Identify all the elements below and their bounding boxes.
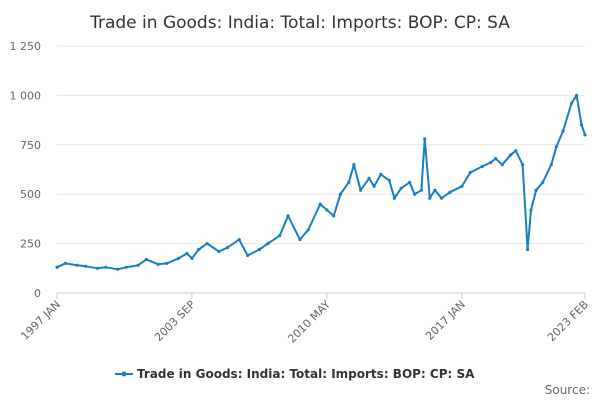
data-point[interactable] xyxy=(399,186,403,190)
chart-title: Trade in Goods: India: Total: Imports: B… xyxy=(89,13,510,33)
data-point[interactable] xyxy=(413,192,417,196)
data-point[interactable] xyxy=(306,228,310,232)
data-point[interactable] xyxy=(286,214,290,218)
data-point[interactable] xyxy=(440,196,444,200)
data-point[interactable] xyxy=(494,157,498,161)
data-point[interactable] xyxy=(237,238,241,242)
legend[interactable]: Trade in Goods: India: Total: Imports: B… xyxy=(115,367,475,381)
data-point[interactable] xyxy=(468,170,472,175)
data-point[interactable] xyxy=(205,242,209,246)
y-tick-label: 500 xyxy=(20,188,41,201)
y-axis-ticks: 0 250 500 750 1 000 1 250 xyxy=(10,40,42,300)
data-point[interactable] xyxy=(529,208,533,212)
source-label: Source: xyxy=(545,383,590,397)
grid-layer xyxy=(57,45,585,245)
data-point[interactable] xyxy=(325,208,329,212)
data-point[interactable] xyxy=(359,188,363,192)
data-point[interactable] xyxy=(144,257,148,261)
data-point[interactable] xyxy=(246,253,250,258)
data-point[interactable] xyxy=(55,265,59,269)
data-point[interactable] xyxy=(347,180,351,184)
y-tick-label: 1 000 xyxy=(10,89,42,102)
data-point[interactable] xyxy=(575,93,579,97)
y-tick-label: 250 xyxy=(20,238,41,251)
data-point[interactable] xyxy=(372,184,376,188)
data-point[interactable] xyxy=(75,263,79,267)
data-point[interactable] xyxy=(84,264,88,268)
data-point[interactable] xyxy=(433,188,437,192)
data-point[interactable] xyxy=(124,265,128,269)
data-point[interactable] xyxy=(583,133,587,137)
data-point[interactable] xyxy=(63,261,67,265)
data-point[interactable] xyxy=(554,145,558,149)
data-point[interactable] xyxy=(423,137,427,141)
data-point[interactable] xyxy=(514,149,518,153)
series-layer xyxy=(55,93,587,271)
data-point[interactable] xyxy=(541,180,545,184)
legend-label: Trade in Goods: India: Total: Imports: B… xyxy=(137,367,475,381)
data-point[interactable] xyxy=(549,163,553,167)
data-point[interactable] xyxy=(387,178,391,182)
data-point[interactable] xyxy=(298,238,302,242)
data-point[interactable] xyxy=(278,234,282,238)
data-point[interactable] xyxy=(116,267,120,271)
data-point[interactable] xyxy=(448,190,452,194)
data-point[interactable] xyxy=(500,163,504,167)
data-point[interactable] xyxy=(185,251,189,256)
legend-swatch-marker xyxy=(121,371,127,377)
data-point[interactable] xyxy=(428,196,432,200)
x-tick-label: 2003 SEP xyxy=(152,298,198,344)
data-point[interactable] xyxy=(190,256,194,260)
data-point[interactable] xyxy=(225,246,229,250)
data-point[interactable] xyxy=(460,184,464,188)
data-point[interactable] xyxy=(419,188,423,192)
data-point[interactable] xyxy=(165,261,169,265)
x-tick-label: 2010 MAY xyxy=(285,298,333,346)
data-point[interactable] xyxy=(580,123,584,127)
data-point[interactable] xyxy=(266,242,270,246)
y-tick-label: 750 xyxy=(20,139,41,152)
data-point[interactable] xyxy=(379,172,383,176)
data-point[interactable] xyxy=(332,214,336,218)
x-tick-label: 1997 JAN xyxy=(18,298,63,343)
y-tick-label: 1 250 xyxy=(10,40,42,53)
data-point[interactable] xyxy=(488,161,493,165)
data-point[interactable] xyxy=(561,129,565,133)
data-point[interactable] xyxy=(367,176,371,180)
data-point[interactable] xyxy=(521,163,525,167)
series-line[interactable] xyxy=(56,94,586,271)
data-point[interactable] xyxy=(176,256,181,260)
data-point[interactable] xyxy=(392,196,396,200)
data-point[interactable] xyxy=(217,249,221,254)
data-point[interactable] xyxy=(352,163,356,167)
x-tick-label: 2017 JAN xyxy=(423,298,468,343)
data-point[interactable] xyxy=(104,265,108,269)
data-point[interactable] xyxy=(197,247,201,252)
data-point[interactable] xyxy=(136,263,140,267)
data-point[interactable] xyxy=(338,192,342,196)
data-point[interactable] xyxy=(526,247,530,252)
data-point[interactable] xyxy=(509,153,513,157)
data-point[interactable] xyxy=(318,202,322,206)
data-point[interactable] xyxy=(534,188,538,192)
data-point[interactable] xyxy=(569,101,574,105)
x-axis-ticks: 1997 JAN 2003 SEP 2010 MAY 2017 JAN 2023 FEB xyxy=(18,293,591,346)
data-point[interactable] xyxy=(95,266,100,270)
data-point[interactable] xyxy=(257,247,261,252)
data-point[interactable] xyxy=(480,164,484,169)
y-tick-label: 0 xyxy=(34,287,41,300)
data-point[interactable] xyxy=(156,262,160,266)
data-point[interactable] xyxy=(408,180,412,184)
x-tick-label: 2023 FEB xyxy=(545,298,591,344)
